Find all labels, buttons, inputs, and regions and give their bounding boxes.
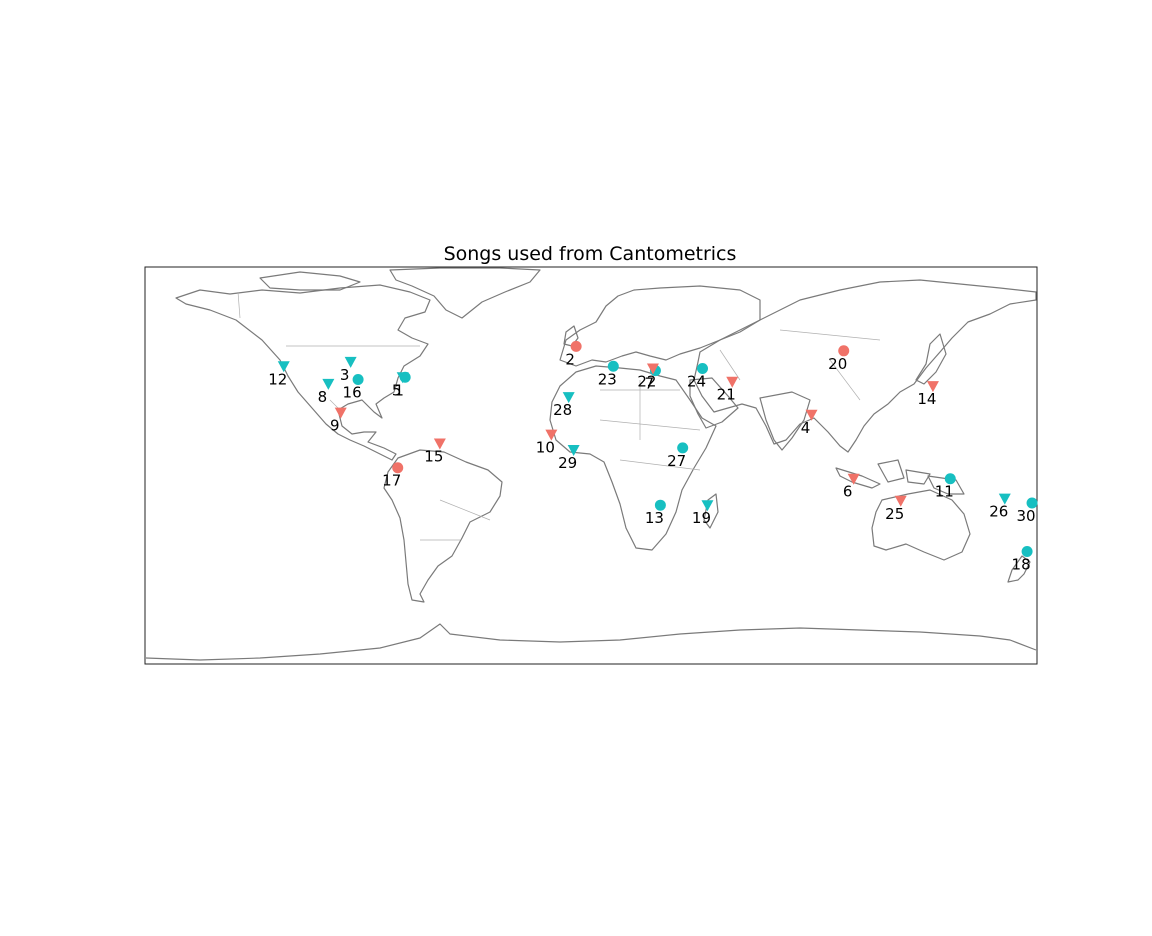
asia-coast (693, 279, 1037, 453)
song-marker-13 (654, 499, 666, 511)
land-outlines (145, 267, 1037, 661)
new-zealand (1007, 555, 1031, 583)
song-label-18: 18 (1012, 556, 1031, 574)
song-marker-3 (344, 356, 357, 368)
indonesia-islands (835, 459, 965, 495)
song-label-7: 7 (645, 375, 655, 393)
song-label-3: 3 (340, 366, 350, 384)
song-marker-18 (1021, 546, 1033, 558)
song-label-1: 1 (394, 381, 404, 399)
song-marker-15 (433, 438, 446, 450)
song-label-24: 24 (687, 372, 706, 390)
song-label-25: 25 (885, 505, 904, 523)
song-marker-22 (646, 363, 659, 375)
australia-coast (871, 489, 971, 561)
song-marker-30 (1026, 497, 1038, 509)
song-marker-16 (352, 373, 364, 385)
song-marker-28 (562, 392, 575, 404)
indian-subcontinent (759, 391, 811, 451)
song-label-9: 9 (330, 417, 340, 435)
song-marker-29 (567, 445, 580, 457)
arabian-peninsula (689, 377, 739, 429)
song-label-23: 23 (598, 370, 617, 388)
song-label-5: 5 (392, 381, 402, 399)
song-marker-11 (944, 473, 956, 485)
arctic-islands (259, 271, 361, 291)
greenland-coast (389, 267, 541, 319)
song-label-19: 19 (692, 509, 711, 527)
song-marker-20 (838, 345, 850, 357)
song-label-16: 16 (343, 383, 362, 401)
song-label-21: 21 (717, 386, 736, 404)
song-label-11: 11 (935, 483, 954, 501)
song-marker-5 (396, 372, 409, 384)
song-label-22: 22 (637, 372, 656, 390)
south-america-coast (383, 449, 503, 603)
song-marker-23 (607, 360, 619, 372)
song-label-14: 14 (917, 390, 936, 408)
song-marker-25 (894, 495, 907, 507)
song-label-6: 6 (843, 483, 853, 501)
song-label-28: 28 (553, 401, 572, 419)
song-label-4: 4 (801, 419, 811, 437)
europe-coast (559, 285, 761, 367)
song-label-17: 17 (382, 472, 401, 490)
song-label-29: 29 (558, 454, 577, 472)
north-america-coast (175, 284, 431, 461)
map-title: Songs used from Cantometrics (443, 243, 737, 265)
song-marker-27 (677, 442, 689, 454)
song-label-30: 30 (1016, 507, 1035, 525)
song-label-10: 10 (536, 439, 555, 457)
antarctica-coast (145, 623, 1037, 661)
song-label-12: 12 (268, 370, 287, 388)
song-label-20: 20 (828, 355, 847, 373)
song-marker-14 (926, 381, 939, 393)
song-label-8: 8 (318, 388, 328, 406)
song-marker-6 (847, 473, 860, 485)
song-label-27: 27 (667, 452, 686, 470)
song-marker-21 (726, 376, 739, 388)
song-label-15: 15 (424, 447, 443, 465)
madagascar (703, 493, 719, 529)
song-marker-8 (322, 378, 335, 390)
song-label-26: 26 (989, 503, 1008, 521)
song-marker-9 (334, 407, 347, 419)
country-borders (237, 291, 881, 541)
song-marker-19 (701, 500, 714, 512)
song-label-2: 2 (565, 350, 575, 368)
song-marker-17 (392, 462, 404, 474)
song-marker-2 (570, 340, 582, 352)
japan-islands (915, 333, 947, 385)
song-markers (277, 340, 1038, 558)
song-marker-24 (697, 362, 708, 374)
song-marker-26 (998, 493, 1011, 505)
song-label-13: 13 (645, 509, 664, 527)
africa-coast (549, 365, 717, 551)
song-marker-12 (277, 361, 290, 373)
map-frame (144, 266, 1038, 665)
song-marker-4 (805, 409, 818, 421)
song-marker-10 (545, 429, 558, 441)
